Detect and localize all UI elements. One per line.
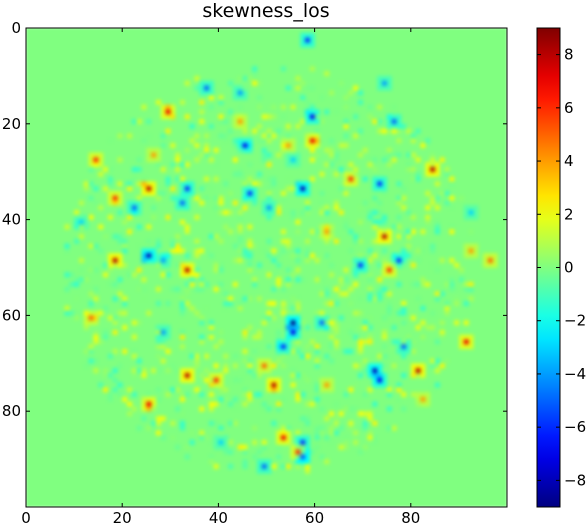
x-axis: 0 20 40 60 80 [21, 28, 420, 524]
colorbar-tick-label: 6 [564, 99, 574, 117]
y-tick-label: 0 [11, 19, 21, 37]
y-tick-label: 20 [2, 115, 21, 133]
colorbar-axis: 8 6 4 2 0 −2 −4 −6 −8 [537, 46, 586, 489]
colorbar-tick-label: −4 [564, 365, 586, 383]
plot-frame [25, 27, 508, 508]
heatmap-canvas [26, 28, 507, 507]
x-tick-label: 40 [209, 509, 228, 524]
colorbar-tick-label: −6 [564, 418, 586, 436]
y-tick-label: 80 [2, 402, 21, 420]
y-axis: 0 20 40 60 80 [2, 19, 507, 420]
colorbar-tick-label: −2 [564, 312, 586, 330]
colorbar-tick-label: 0 [564, 259, 574, 277]
chart-title: skewness_los [202, 0, 329, 22]
x-tick-label: 60 [305, 509, 324, 524]
x-tick-label: 80 [401, 509, 420, 524]
colorbar-gradient [537, 28, 560, 507]
x-tick-label: 20 [113, 509, 132, 524]
x-tick-label: 0 [21, 509, 31, 524]
y-tick-label: 60 [2, 306, 21, 324]
colorbar-tick-label: 8 [564, 46, 574, 64]
colorbar-tick-label: 4 [564, 152, 574, 170]
colorbar-tick-label: −8 [564, 471, 586, 489]
heatmap-plot-area [26, 28, 507, 507]
colorbar-tick-label: 2 [564, 205, 574, 223]
colorbar [537, 28, 560, 507]
y-tick-label: 40 [2, 211, 21, 229]
